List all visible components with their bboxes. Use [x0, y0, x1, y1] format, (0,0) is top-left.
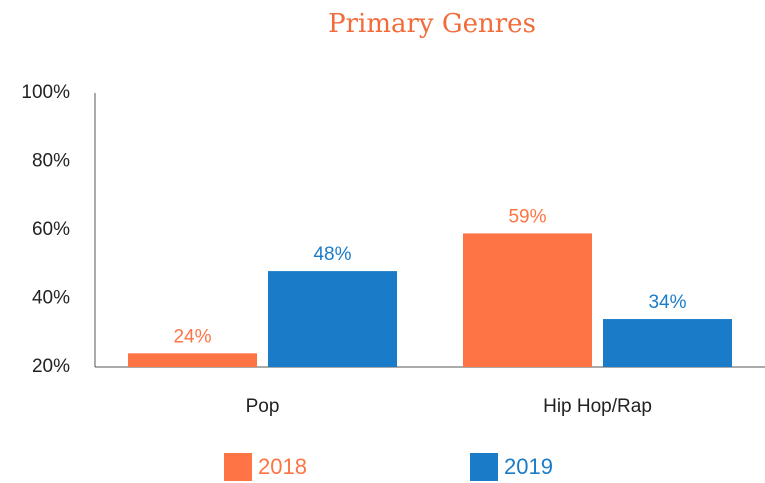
bar	[463, 233, 592, 367]
chart-title: Primary Genres	[328, 9, 536, 39]
bar	[603, 319, 732, 367]
legend-swatch	[224, 453, 252, 481]
value-label: 59%	[508, 206, 546, 227]
y-tick-label: 40%	[32, 288, 70, 309]
bar	[128, 353, 257, 367]
y-tick-label: 80%	[32, 151, 70, 172]
y-tick-label: 20%	[32, 356, 70, 377]
x-tick-label: Pop	[246, 396, 280, 417]
value-label: 48%	[313, 244, 351, 265]
value-label: 34%	[648, 292, 686, 313]
y-tick-label: 60%	[32, 219, 70, 240]
legend-label: 2018	[258, 454, 307, 479]
legend-label: 2019	[504, 454, 553, 479]
x-tick-label: Hip Hop/Rap	[543, 396, 652, 417]
value-label: 24%	[173, 326, 211, 347]
y-tick-label: 100%	[21, 82, 70, 103]
bar	[268, 271, 397, 367]
legend-swatch	[470, 453, 498, 481]
